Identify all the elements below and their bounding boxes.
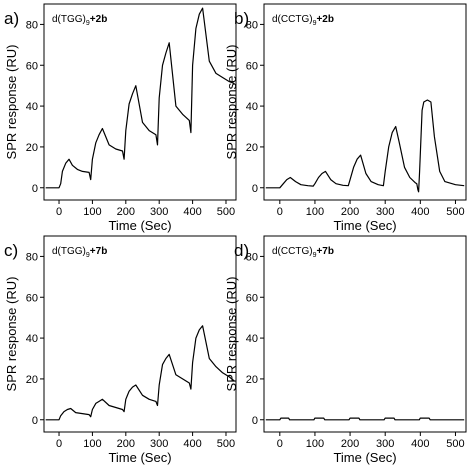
y-tick-label: 60 <box>26 60 38 72</box>
x-tick-label: 300 <box>150 206 168 218</box>
series-sequence: d(TGG) <box>52 246 86 257</box>
x-tick-label: 100 <box>83 438 101 450</box>
x-tick-label: 500 <box>446 206 464 218</box>
y-tick-label: 0 <box>252 415 258 427</box>
series-sequence: d(CCTG) <box>272 246 313 257</box>
y-tick-label: 40 <box>26 333 38 345</box>
x-tick-label: 0 <box>277 206 283 218</box>
x-tick-label: 300 <box>376 206 394 218</box>
sensorgram-line <box>45 325 235 421</box>
sensorgram-line <box>265 417 465 421</box>
plot-frame <box>263 235 467 433</box>
x-tick-label: 200 <box>341 438 359 450</box>
panel-label: d) <box>234 241 249 260</box>
x-tick-label: 400 <box>183 438 201 450</box>
y-tick-label: 20 <box>246 142 258 154</box>
chart-panel-4: 0 20 40 60 80 0 100 200 300 400 500 Time (Sec) SPR r… <box>224 235 467 465</box>
y-tick-label: 80 <box>246 19 258 31</box>
plot-frame <box>43 3 237 201</box>
plot-frame <box>43 235 237 433</box>
series-title: d(CCTG)9+7b <box>272 246 334 259</box>
x-tick-label: 400 <box>411 438 429 450</box>
series-subscript: 9 <box>86 252 90 259</box>
y-axis-label: SPR response (RU) <box>4 45 19 160</box>
x-axis-label: Time (Sec) <box>333 450 396 465</box>
series-subscript: 9 <box>313 20 317 27</box>
series-sequence: d(TGG) <box>52 14 86 25</box>
x-axis-label: Time (Sec) <box>108 450 171 465</box>
x-tick-label: 300 <box>376 438 394 450</box>
x-tick-label: 200 <box>117 438 135 450</box>
chart-panel-2: 0 20 40 60 80 0 100 200 300 400 500 Time (Sec) SPR r… <box>224 3 467 233</box>
y-tick-label: 60 <box>246 60 258 72</box>
series-subscript: 9 <box>86 20 90 27</box>
x-tick-label: 400 <box>411 206 429 218</box>
series-compound: +2b <box>316 14 334 25</box>
series-compound: +7b <box>316 246 334 257</box>
y-tick-label: 60 <box>26 292 38 304</box>
y-tick-label: 0 <box>32 415 38 427</box>
plot-frame <box>263 3 467 201</box>
y-axis-label: SPR response (RU) <box>224 45 239 160</box>
x-tick-label: 300 <box>150 438 168 450</box>
y-tick-label: 40 <box>26 101 38 113</box>
chart-panel-1: 0 20 40 60 80 0 100 200 300 400 500 Time (Sec) SPR r… <box>4 3 237 233</box>
y-tick-label: 20 <box>26 374 38 386</box>
x-tick-label: 200 <box>341 206 359 218</box>
x-axis-label: Time (Sec) <box>333 218 396 233</box>
y-tick-label: 80 <box>246 251 258 263</box>
x-tick-label: 0 <box>56 206 62 218</box>
x-tick-label: 100 <box>306 438 324 450</box>
y-tick-label: 20 <box>26 142 38 154</box>
y-axis-label: SPR response (RU) <box>4 277 19 392</box>
x-tick-label: 500 <box>446 438 464 450</box>
y-tick-label: 80 <box>26 19 38 31</box>
x-tick-label: 200 <box>117 206 135 218</box>
series-title: d(TGG)9+7b <box>52 246 107 259</box>
x-tick-label: 0 <box>277 438 283 450</box>
y-tick-label: 40 <box>246 101 258 113</box>
series-title: d(CCTG)9+2b <box>272 14 334 27</box>
x-tick-label: 400 <box>183 206 201 218</box>
series-title: d(TGG)9+2b <box>52 14 107 27</box>
y-tick-label: 0 <box>32 183 38 195</box>
panel-label: b) <box>234 9 249 28</box>
chart-panel-3: 0 20 40 60 80 0 100 200 300 400 500 Time (Sec) SPR r… <box>4 235 237 465</box>
y-tick-label: 0 <box>252 183 258 195</box>
sensorgram-line <box>45 7 235 189</box>
series-compound: +2b <box>90 14 108 25</box>
x-axis-label: Time (Sec) <box>108 218 171 233</box>
series-compound: +7b <box>90 246 108 257</box>
panel-label: c) <box>4 241 18 260</box>
sensorgram-line <box>265 99 465 193</box>
series-sequence: d(CCTG) <box>272 14 313 25</box>
x-tick-label: 500 <box>217 206 235 218</box>
x-tick-label: 0 <box>56 438 62 450</box>
x-tick-label: 100 <box>83 206 101 218</box>
y-tick-label: 80 <box>26 251 38 263</box>
y-tick-label: 20 <box>246 374 258 386</box>
panel-label: a) <box>4 9 19 28</box>
x-tick-label: 500 <box>217 438 235 450</box>
x-tick-label: 100 <box>306 206 324 218</box>
y-tick-label: 60 <box>246 292 258 304</box>
y-tick-label: 40 <box>246 333 258 345</box>
series-subscript: 9 <box>313 252 317 259</box>
y-axis-label: SPR response (RU) <box>224 277 239 392</box>
